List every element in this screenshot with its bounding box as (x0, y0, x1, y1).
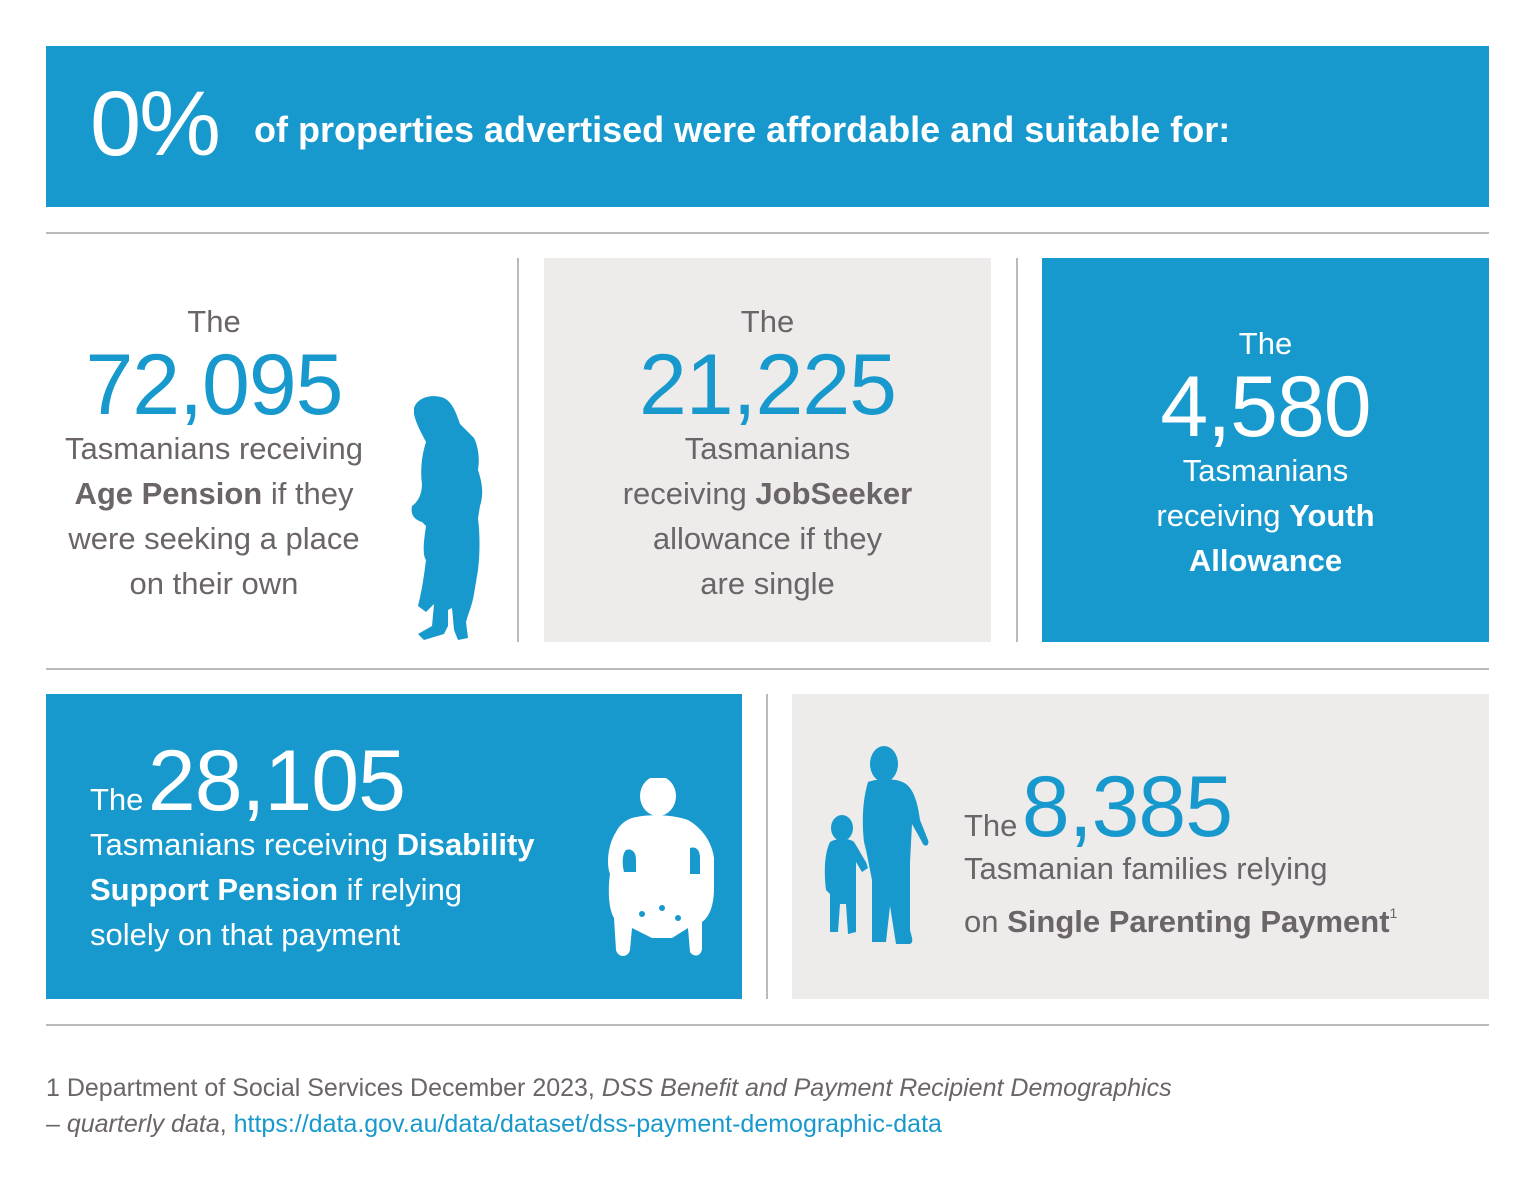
stat-line: Age Pension if they (46, 471, 382, 516)
stat-heading: The 8,385 (964, 764, 1484, 850)
card-jobseeker-text: The 21,225 Tasmanians receiving JobSeeke… (544, 304, 991, 606)
stat-text: on (964, 904, 1008, 939)
stat-line: Tasmanians (684, 431, 851, 466)
stat-text: receiving (622, 476, 756, 511)
stat-line: on Single Parenting Payment1 (964, 891, 1484, 944)
footnote-separator: , (219, 1110, 234, 1138)
prefix-the: The (1238, 326, 1293, 361)
card-youth-allowance-text: The 4,580 Tasmanians receiving Youth All… (1042, 326, 1489, 583)
stat-number: 8,385 (1021, 759, 1233, 855)
divider-vertical-2 (1016, 258, 1018, 642)
stat-line: receiving JobSeeker (544, 471, 991, 516)
prefix-the: The (740, 304, 795, 339)
footnote-title: DSS Benefit and Payment Recipient Demogr… (601, 1074, 1172, 1102)
stat-line: Support Pension if relying (90, 867, 610, 912)
stat-line: were seeking a place (68, 521, 360, 556)
stat-number: 21,225 (638, 337, 897, 433)
stat-line: Tasmanians receiving (64, 431, 364, 466)
stat-line: Tasmanians receiving Disability (90, 822, 610, 867)
card-disability: The 28,105 Tasmanians receiving Disabili… (46, 694, 742, 999)
stat-text: if relying (338, 872, 463, 907)
wheelchair-user-silhouette-icon (608, 778, 714, 956)
stat-text: if they (262, 476, 354, 511)
prefix-the: The (187, 304, 241, 339)
divider-vertical-3 (766, 694, 768, 999)
stat-line: allowance if they (652, 521, 883, 556)
footnote-line-2: – quarterly data, https://data.gov.au/da… (46, 1106, 1172, 1142)
divider-bottom (46, 1024, 1489, 1026)
benefit-name: Single Parenting Payment (1007, 904, 1390, 939)
benefit-name: Age Pension (74, 476, 263, 511)
stat-line: Tasmanians (1182, 453, 1349, 488)
benefit-name: JobSeeker (755, 476, 913, 511)
stat-line: on their own (129, 566, 299, 601)
stat-line: solely on that payment (90, 917, 401, 952)
divider-top (46, 232, 1489, 234)
stat-number: 72,095 (85, 337, 343, 433)
footnote-link[interactable]: https://data.gov.au/data/dataset/dss-pay… (233, 1110, 942, 1138)
headline-text: of properties advertised were affordable… (254, 109, 1231, 150)
stat-text: receiving (1156, 498, 1290, 533)
footnote-subtitle: – quarterly data (46, 1110, 220, 1138)
card-single-parenting: The 8,385 Tasmanian families relying on … (792, 694, 1489, 999)
parent-and-child-silhouette-icon (824, 746, 929, 944)
card-disability-text: The 28,105 Tasmanians receiving Disabili… (90, 738, 610, 957)
divider-middle (46, 668, 1489, 670)
prefix-the: The (90, 782, 144, 817)
stat-line: receiving Youth (1042, 493, 1489, 538)
benefit-name: Allowance (1188, 543, 1343, 578)
benefit-name: Youth (1289, 498, 1375, 533)
footnote-line-1: 1 Department of Social Services December… (46, 1070, 1172, 1106)
benefit-name: Disability (396, 827, 535, 862)
divider-vertical-1 (517, 258, 519, 642)
card-age-pension: The 72,095 Tasmanians receiving Age Pens… (46, 258, 506, 642)
card-age-pension-text: The 72,095 Tasmanians receiving Age Pens… (46, 304, 382, 606)
footnote-reference: 1 (1389, 905, 1398, 921)
footnote: 1 Department of Social Services December… (46, 1070, 1172, 1142)
headline-percent: 0% (90, 73, 221, 175)
elderly-woman-silhouette-icon (411, 396, 483, 640)
prefix-the: The (964, 808, 1018, 843)
card-single-parenting-text: The 8,385 Tasmanian families relying on … (964, 764, 1484, 944)
card-youth-allowance: The 4,580 Tasmanians receiving Youth All… (1042, 258, 1489, 642)
stat-number: 4,580 (1160, 359, 1371, 455)
stat-text: Tasmanians receiving (90, 827, 397, 862)
stat-line: are single (700, 566, 835, 601)
stat-line: Allowance (1042, 538, 1489, 583)
footnote-source: 1 Department of Social Services December… (46, 1074, 602, 1102)
stat-number: 28,105 (147, 733, 406, 829)
stat-line: Tasmanian families relying (964, 851, 1328, 886)
card-jobseeker: The 21,225 Tasmanians receiving JobSeeke… (544, 258, 991, 642)
headline-banner: 0% of properties advertised were afforda… (46, 46, 1489, 207)
benefit-name: Support Pension (90, 872, 338, 907)
stat-heading: The 28,105 (90, 738, 610, 824)
